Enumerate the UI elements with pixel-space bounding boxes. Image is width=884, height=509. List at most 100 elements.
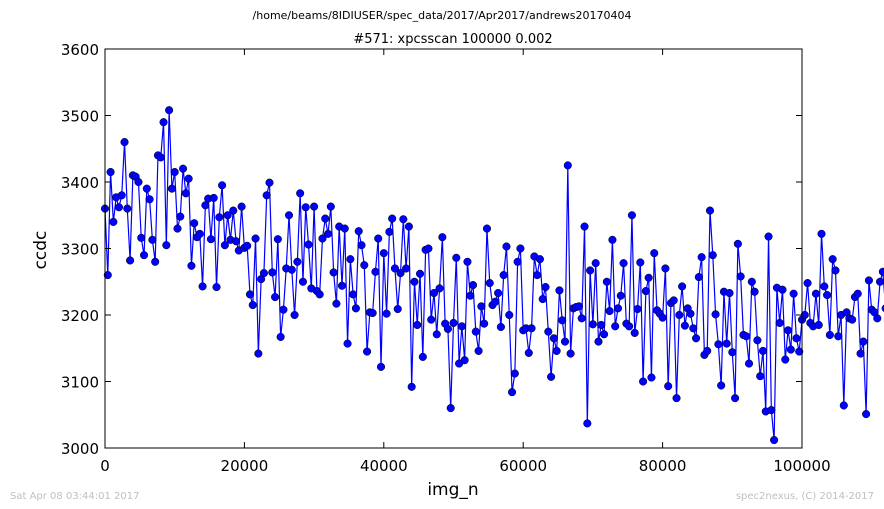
data-point xyxy=(449,318,458,328)
data-point xyxy=(468,281,478,290)
data-point xyxy=(223,211,232,220)
data-point xyxy=(212,283,221,292)
data-point xyxy=(502,242,511,251)
data-point xyxy=(856,349,865,358)
plot-area xyxy=(100,48,884,449)
data-point xyxy=(641,287,650,296)
data-point xyxy=(650,249,659,258)
data-point xyxy=(778,285,787,294)
data-point xyxy=(580,222,589,231)
data-point xyxy=(825,330,834,340)
data-point xyxy=(625,322,634,331)
data-point xyxy=(786,345,795,354)
data-point xyxy=(524,348,533,357)
data-point xyxy=(547,372,556,381)
data-point xyxy=(477,302,486,311)
data-point xyxy=(410,277,419,286)
data-point xyxy=(245,290,255,299)
data-point xyxy=(597,320,606,330)
y-axis: 3000 3100 3200 3300 3400 3500 3600 xyxy=(61,41,802,458)
data-point xyxy=(703,346,712,355)
data-point xyxy=(661,264,670,273)
data-point xyxy=(781,355,790,364)
data-point xyxy=(148,235,157,244)
data-point xyxy=(170,167,179,177)
data-point xyxy=(190,219,199,228)
data-point xyxy=(811,289,820,298)
data-point xyxy=(480,319,489,328)
x-tick-label: 80000 xyxy=(639,457,687,475)
data-point xyxy=(385,227,394,236)
data-point xyxy=(828,255,837,264)
data-point xyxy=(402,264,411,273)
data-point xyxy=(725,289,734,298)
data-point xyxy=(697,253,706,262)
data-point xyxy=(505,310,514,320)
data-point xyxy=(496,322,505,332)
data-point xyxy=(552,346,561,355)
data-point xyxy=(744,359,754,368)
data-point xyxy=(427,315,436,324)
data-point xyxy=(360,261,369,270)
data-point xyxy=(446,404,455,413)
data-point xyxy=(218,181,227,190)
data-point xyxy=(705,206,715,215)
footer-timestamp: Sat Apr 08 03:44:01 2017 xyxy=(10,491,140,502)
data-point xyxy=(560,337,570,346)
footer-credit: spec2nexus, (C) 2014-2017 xyxy=(735,491,874,502)
data-point xyxy=(276,332,285,341)
data-point xyxy=(558,316,567,325)
data-point xyxy=(605,306,614,316)
data-point xyxy=(834,332,843,341)
data-point xyxy=(644,273,653,282)
data-point xyxy=(795,347,804,356)
data-point xyxy=(862,410,871,419)
data-point xyxy=(736,272,745,281)
data-point xyxy=(873,314,882,323)
data-point xyxy=(750,287,759,296)
data-point xyxy=(142,184,151,193)
data-point xyxy=(254,349,263,358)
data-point xyxy=(298,277,308,286)
data-point xyxy=(516,244,525,253)
data-point xyxy=(471,327,480,336)
data-point xyxy=(742,332,751,341)
data-point xyxy=(463,257,472,266)
data-point xyxy=(608,235,617,244)
data-point xyxy=(600,330,609,339)
data-point xyxy=(332,299,341,308)
data-point xyxy=(611,322,620,331)
data-point xyxy=(549,334,558,343)
data-point xyxy=(106,167,115,177)
data-point xyxy=(109,217,118,226)
data-point xyxy=(555,286,564,295)
data-point xyxy=(262,191,271,200)
data-point xyxy=(126,256,135,265)
data-point xyxy=(167,184,176,193)
data-point xyxy=(120,138,129,147)
data-point xyxy=(814,320,823,330)
data-point xyxy=(351,304,360,313)
data-point xyxy=(513,257,522,266)
data-point xyxy=(357,241,366,250)
data-point xyxy=(853,289,862,298)
data-point xyxy=(290,310,299,320)
data-point xyxy=(117,191,126,200)
data-point xyxy=(424,244,433,253)
data-point xyxy=(708,251,717,260)
data-point xyxy=(864,276,873,285)
data-point xyxy=(527,324,536,333)
data-point xyxy=(466,291,475,300)
data-point xyxy=(231,237,241,246)
data-point xyxy=(583,419,592,428)
data-point xyxy=(544,327,553,336)
data-point xyxy=(499,271,508,280)
data-point xyxy=(686,309,695,318)
data-point xyxy=(881,304,884,313)
data-point xyxy=(647,373,656,382)
data-point xyxy=(633,304,642,314)
data-point xyxy=(541,283,550,292)
data-point xyxy=(574,302,584,311)
data-point xyxy=(817,229,826,238)
